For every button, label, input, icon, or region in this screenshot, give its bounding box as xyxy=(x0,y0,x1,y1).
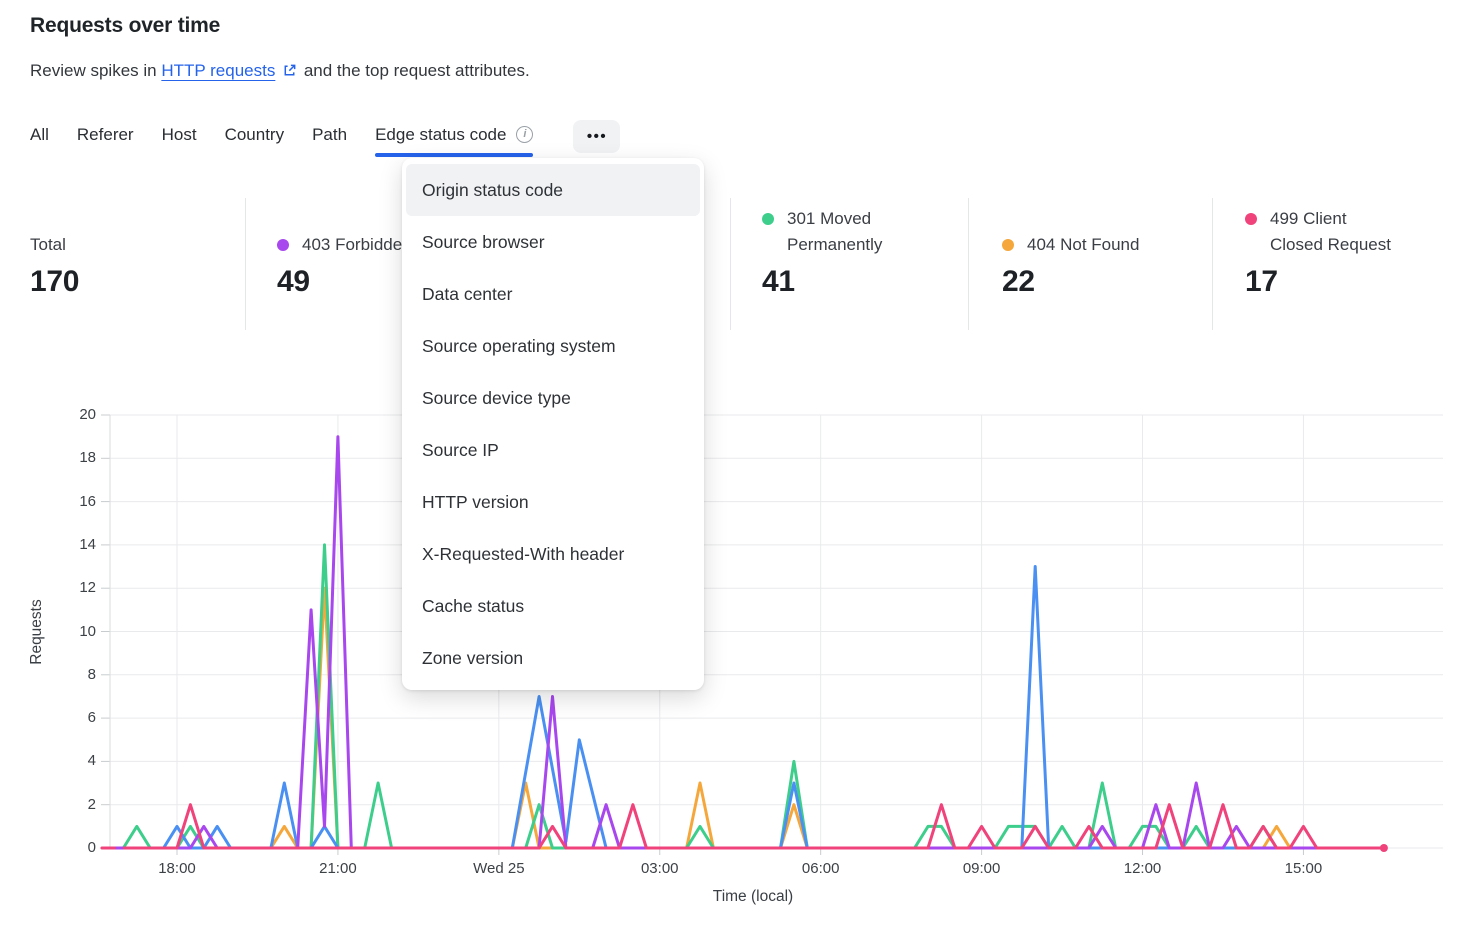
stat-value: 49 xyxy=(277,265,310,298)
y-tick-label-10: 10 xyxy=(79,622,96,640)
stat-label: 499 Client Closed Request xyxy=(1270,209,1391,254)
tab-edge-status-code[interactable]: Edge status code i xyxy=(375,124,534,157)
stat-label: Total xyxy=(30,235,66,254)
stat-value: 17 xyxy=(1245,265,1278,298)
http-requests-link[interactable]: HTTP requests xyxy=(161,61,276,80)
subtitle: Review spikes in HTTP requests and the t… xyxy=(30,61,530,83)
x-axis-title: Time (local) xyxy=(712,888,794,905)
menu-item-data-center[interactable]: Data center xyxy=(422,284,513,304)
info-icon[interactable]: i xyxy=(516,126,534,143)
y-tick-label-14: 14 xyxy=(79,535,96,553)
stat-value: 22 xyxy=(1002,265,1035,298)
tab-path[interactable]: Path xyxy=(312,124,348,144)
y-tick-label-4: 4 xyxy=(87,752,96,770)
legend-dot-404-not-found xyxy=(1002,239,1014,251)
stat-499-client-closed-request: 499 Client Closed Request 17 xyxy=(1245,204,1395,299)
y-axis-title: Requests xyxy=(28,599,45,665)
x-tick-label-12-00: 12:00 xyxy=(1123,860,1162,877)
menu-item-source-browser[interactable]: Source browser xyxy=(422,232,545,252)
y-tick-label-12: 12 xyxy=(79,579,96,597)
y-tick-label-20: 20 xyxy=(79,406,96,423)
y-tick-label-0: 0 xyxy=(87,839,96,856)
stat-divider xyxy=(245,198,246,330)
x-tick-label-18-00: 18:00 xyxy=(158,860,196,877)
attribute-tabs: All Referer Host Country Path Edge status co… xyxy=(30,120,621,161)
subtitle-suffix: and the top request attributes. xyxy=(303,61,530,80)
series-line-403-forbidden xyxy=(108,435,1386,850)
menu-item-source-device-type[interactable]: Source device type xyxy=(422,388,571,408)
legend-dot-403-forbidden xyxy=(277,239,289,251)
y-tick-label-6: 6 xyxy=(87,709,96,727)
external-link-icon xyxy=(282,63,297,83)
x-tick-label-09-00: 09:00 xyxy=(962,860,1001,877)
legend-dot-499-client-closed-request xyxy=(1245,213,1257,225)
page-title: Requests over time xyxy=(30,14,221,37)
y-tick-label-8: 8 xyxy=(87,665,96,683)
legend-dot-301-moved-permanently xyxy=(762,213,774,225)
active-tab-underline xyxy=(375,152,534,157)
stat-label: 404 Not Found xyxy=(1027,235,1140,254)
x-tick-label-wed-25: Wed 25 xyxy=(473,860,525,877)
stat-301-moved-permanently: 301 Moved Permanently 41 xyxy=(762,204,937,299)
menu-item-x-requested-with-header[interactable]: X-Requested-With header xyxy=(422,544,625,564)
stat-value: 41 xyxy=(762,265,795,298)
series-end-marker-499-client-closed-request xyxy=(1379,844,1388,852)
menu-item-http-version[interactable]: HTTP version xyxy=(422,492,529,512)
tab-referer[interactable]: Referer xyxy=(76,124,134,144)
y-tick-label-2: 2 xyxy=(87,795,96,813)
stat-label: 403 Forbidden xyxy=(302,235,412,254)
menu-item-zone-version[interactable]: Zone version xyxy=(422,648,524,668)
menu-item-origin-status-code[interactable]: Origin status code xyxy=(406,164,700,216)
series-line-499-client-closed-request xyxy=(122,803,1386,850)
x-tick-label-21-00: 21:00 xyxy=(319,860,357,877)
tab-edge-status-code-label: Edge status code xyxy=(375,124,507,144)
stat-403-forbidden: 403 Forbidden 49 xyxy=(277,204,427,299)
y-tick-label-16: 16 xyxy=(79,492,96,510)
menu-item-cache-status[interactable]: Cache status xyxy=(422,596,525,616)
x-tick-label-15-00: 15:00 xyxy=(1284,860,1323,877)
attribute-dropdown-menu: Origin status code Source browser Data cen… xyxy=(402,158,704,690)
stat-label: 301 Moved Permanently xyxy=(787,209,883,254)
stat-divider xyxy=(968,198,969,330)
stat-divider xyxy=(1212,198,1213,330)
x-tick-label-03-00: 03:00 xyxy=(640,860,679,877)
subtitle-prefix: Review spikes in xyxy=(30,61,157,80)
menu-item-source-operating-system[interactable]: Source operating system xyxy=(422,336,616,356)
stat-divider xyxy=(730,198,731,330)
stat-value: 170 xyxy=(30,265,80,298)
tab-host[interactable]: Host xyxy=(161,124,197,144)
menu-item-source-ip[interactable]: Source IP xyxy=(422,440,499,460)
stat-total: Total 170 xyxy=(30,204,220,299)
x-tick-label-06-00: 06:00 xyxy=(801,860,840,877)
tab-all[interactable]: All xyxy=(30,124,49,144)
more-tabs-button[interactable]: ••• xyxy=(573,120,621,153)
tab-country[interactable]: Country xyxy=(224,124,285,144)
y-tick-label-18: 18 xyxy=(79,449,96,467)
stat-404-not-found: 404 Not Found 22 xyxy=(1002,204,1197,299)
